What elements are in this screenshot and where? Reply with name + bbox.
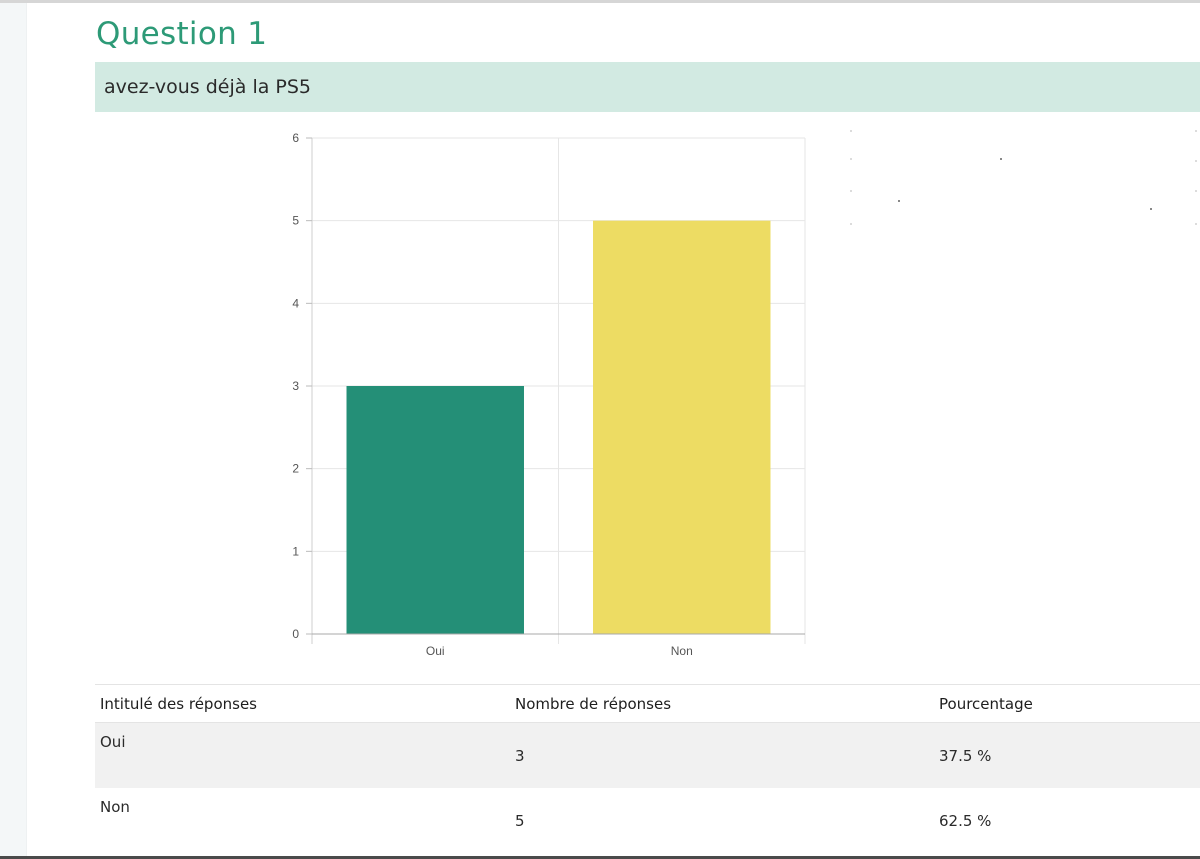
header-response-count: Nombre de réponses	[510, 684, 934, 723]
chart-bars	[346, 220, 771, 634]
faint-legend-area	[850, 128, 1200, 228]
cell-percentage: 37.5 %	[934, 722, 1200, 788]
table-row: Non 5 62.5 %	[95, 788, 1200, 853]
cell-count: 3	[510, 722, 934, 788]
question-banner: avez-vous déjà la PS5	[95, 62, 1200, 112]
window-top-border	[0, 0, 1200, 3]
y-tick-label: 1	[292, 544, 299, 558]
y-tick-label: 2	[292, 462, 299, 476]
header-response-label: Intitulé des réponses	[95, 684, 510, 723]
chart-y-ticks: 0 1 2 3 4 5 6	[292, 131, 299, 641]
window-bottom-border	[0, 856, 1200, 859]
y-tick-label: 4	[292, 296, 299, 310]
table-row: Oui 3 37.5 %	[95, 722, 1200, 788]
x-category-label: Oui	[426, 644, 445, 658]
y-tick-label: 3	[292, 379, 299, 393]
chart-x-categories: Oui Non	[426, 644, 693, 658]
table-header-row: Intitulé des réponses Nombre de réponses…	[95, 684, 1200, 723]
y-tick-label: 6	[292, 131, 299, 145]
y-tick-label: 0	[292, 627, 299, 641]
bar-oui	[346, 386, 524, 634]
cell-label: Non	[100, 798, 130, 816]
results-table: Intitulé des réponses Nombre de réponses…	[95, 684, 1200, 853]
bar-non	[593, 220, 771, 634]
header-percentage: Pourcentage	[934, 684, 1200, 723]
left-margin-panel	[0, 3, 27, 856]
bar-chart: 0 1 2 3 4 5 6 Oui Non	[292, 131, 806, 658]
question-text: avez-vous déjà la PS5	[104, 76, 312, 98]
x-category-label: Non	[671, 644, 693, 658]
cell-count: 5	[515, 811, 525, 830]
y-tick-label: 5	[292, 214, 299, 228]
question-title: Question 1	[96, 16, 268, 52]
cell-percentage: 62.5 %	[939, 811, 992, 830]
cell-label: Oui	[95, 722, 510, 788]
chart-axes	[306, 137, 805, 635]
